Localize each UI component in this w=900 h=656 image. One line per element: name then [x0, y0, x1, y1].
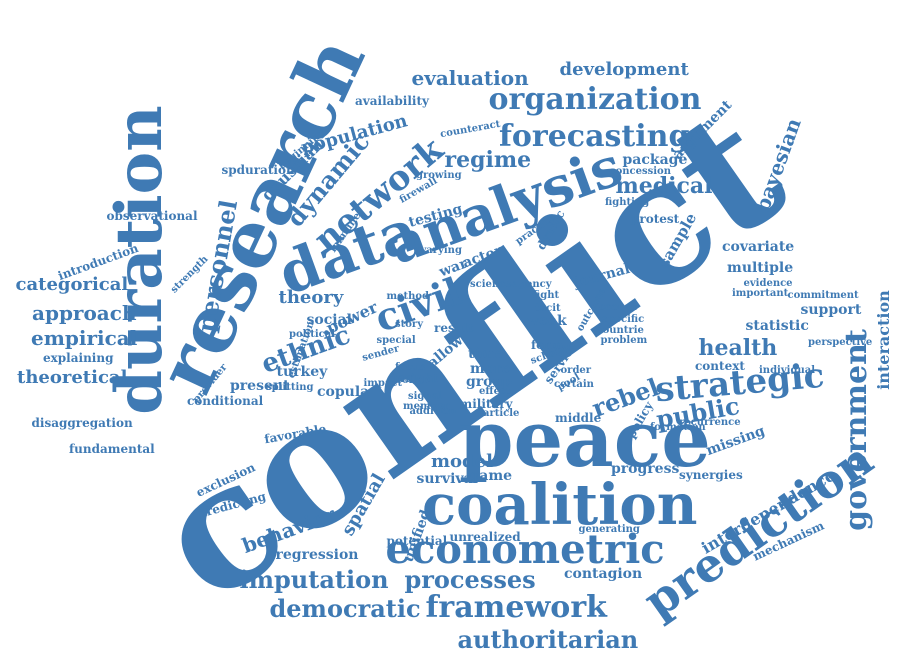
word: concession: [609, 166, 671, 177]
word: regression: [275, 547, 359, 563]
word: form: [531, 338, 564, 352]
word: turkey: [276, 364, 328, 380]
word: empirical: [31, 326, 138, 350]
word: military: [459, 397, 513, 411]
word: survival: [416, 471, 478, 487]
word: evidence: [743, 278, 793, 289]
word: observational: [106, 209, 198, 223]
word: group: [466, 374, 513, 390]
word: framework: [425, 590, 607, 625]
word: conditional: [187, 394, 264, 408]
word: forecasting: [499, 119, 690, 154]
word: specific: [602, 314, 645, 325]
word: time: [468, 346, 504, 362]
word: spduration: [221, 163, 295, 177]
word: problem: [600, 335, 648, 346]
word: insight: [391, 371, 439, 385]
word: game: [469, 468, 513, 484]
word: theory: [278, 287, 344, 308]
word: statistic: [745, 318, 809, 334]
word: growing: [416, 170, 462, 181]
word: availability: [355, 94, 429, 108]
word: order: [560, 365, 592, 376]
word: countrie: [596, 325, 644, 336]
word: processes: [404, 565, 536, 594]
word: recurrence: [679, 417, 741, 428]
word: contagion: [564, 566, 643, 582]
word: covariate: [722, 239, 795, 255]
word: fight: [533, 290, 560, 301]
word: splitting: [266, 382, 314, 393]
word: missing: [703, 423, 767, 459]
word: impact: [363, 378, 403, 389]
word: commitment: [787, 290, 859, 301]
word: generating: [578, 524, 640, 535]
word: health: [698, 335, 778, 361]
word: coalition: [422, 472, 698, 538]
word: disaggregation: [31, 416, 133, 430]
word: context: [695, 359, 745, 373]
word: synergies: [679, 468, 743, 482]
word: more: [470, 361, 511, 377]
word: model: [431, 451, 493, 472]
word: medical: [615, 173, 713, 199]
word: tacit: [535, 303, 561, 314]
word: middle: [555, 411, 602, 425]
word: effect: [479, 386, 511, 397]
word: unrealized: [449, 530, 521, 544]
word: important: [732, 288, 789, 299]
word: development: [559, 59, 689, 80]
word: econometric: [385, 526, 665, 573]
word: interaction: [873, 290, 893, 390]
word: peace: [459, 394, 711, 485]
word: member: [403, 401, 450, 412]
word: approach: [32, 301, 137, 325]
word: formation: [650, 422, 706, 433]
word: perspective: [808, 337, 873, 348]
word: signal: [408, 391, 442, 402]
word: democratic: [269, 594, 421, 623]
word: social: [306, 312, 352, 328]
word: individual: [759, 365, 816, 376]
word: account: [592, 302, 638, 313]
word: regime: [444, 147, 532, 173]
word: certain: [554, 379, 594, 390]
word: agency: [512, 279, 552, 290]
word: authoritarian: [457, 625, 639, 654]
word: collar: [396, 375, 429, 386]
word: support: [800, 302, 862, 318]
word: explaining: [43, 351, 114, 365]
word: copula: [317, 384, 370, 400]
word: science: [470, 279, 512, 290]
word: package: [622, 152, 688, 168]
word: addition: [409, 406, 457, 417]
word: government: [838, 329, 874, 531]
word: fundamental: [69, 442, 155, 456]
word: organization: [488, 82, 702, 117]
word: potential: [386, 534, 448, 548]
word: weak: [527, 313, 567, 329]
word: special: [376, 335, 416, 346]
word: fighting: [605, 197, 650, 208]
word: focus: [395, 362, 425, 373]
word: protest: [631, 212, 680, 226]
word: present: [230, 378, 290, 394]
word: method: [386, 291, 430, 302]
word: evaluation: [411, 66, 529, 90]
word: categorical: [15, 274, 129, 295]
word: article: [483, 408, 520, 419]
word: political: [289, 329, 336, 340]
word: multiple: [727, 260, 794, 276]
word: progress: [611, 461, 680, 477]
word: varying: [420, 245, 462, 256]
word: theoretical: [17, 367, 128, 388]
word: result: [434, 321, 474, 335]
word: imputation: [239, 565, 389, 594]
word: counteract: [438, 118, 501, 141]
word: story: [395, 319, 423, 330]
